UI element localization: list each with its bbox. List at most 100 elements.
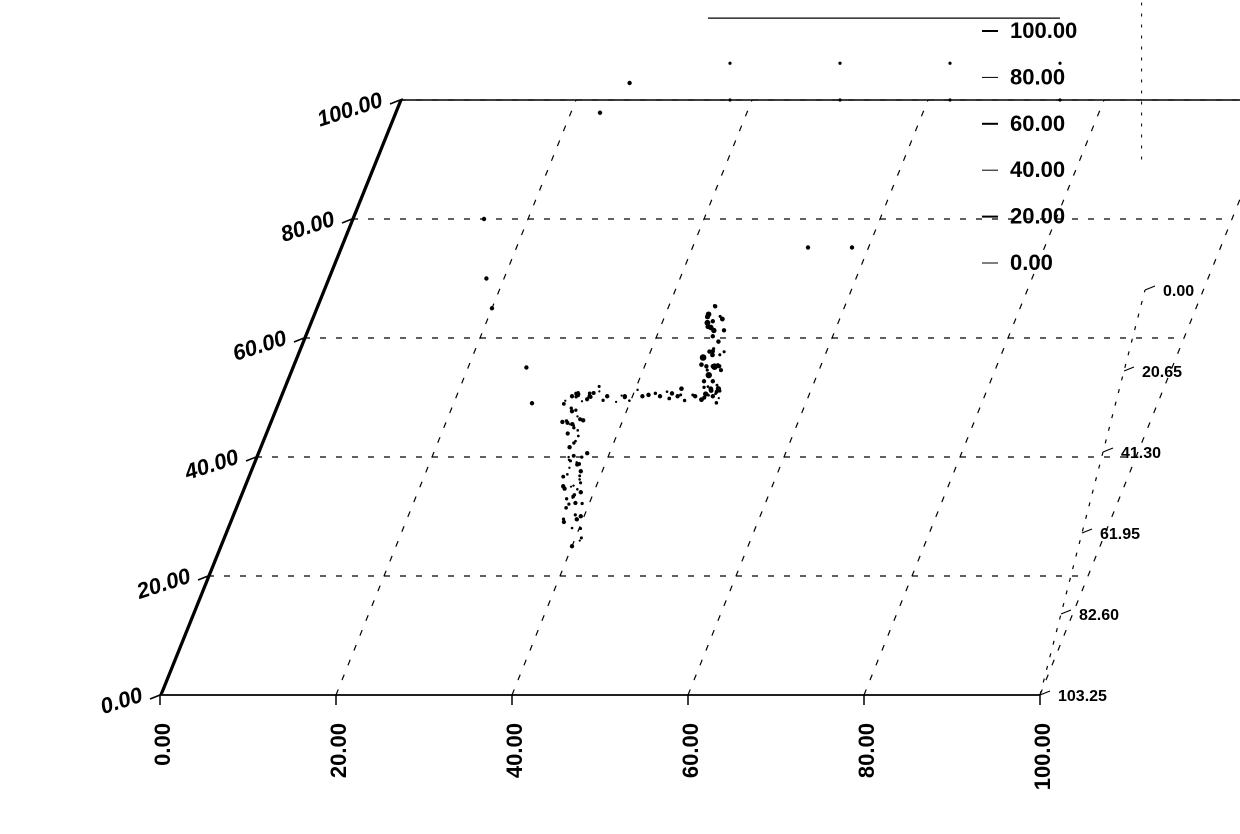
depth-tick-label: 82.60	[1079, 607, 1119, 624]
data-point	[588, 392, 592, 396]
data-point	[712, 347, 715, 350]
x-tick-label: 60.00	[678, 723, 703, 778]
axis-labels: 0.00 20.00 40.00 60.00 80.00 100.00 0.00 20.00 4…	[97, 18, 1194, 790]
x-tick: 100.00	[1030, 723, 1055, 790]
data-point	[572, 424, 575, 427]
data-point	[568, 467, 570, 469]
z-tick-label: 60.00	[1010, 111, 1065, 136]
z-tick-label: 0.00	[1010, 250, 1053, 275]
data-point	[636, 389, 638, 391]
data-point	[615, 401, 617, 403]
data-point	[592, 391, 596, 395]
data-point	[576, 488, 579, 491]
data-point	[621, 395, 623, 397]
data-point	[579, 539, 581, 541]
data-point	[728, 98, 731, 101]
data-point	[565, 419, 568, 422]
data-point	[570, 394, 574, 398]
data-point	[579, 490, 583, 494]
data-point	[564, 400, 566, 402]
data-point	[675, 394, 679, 398]
data-point	[579, 481, 582, 484]
grid-line-x	[864, 100, 1104, 695]
data-point	[702, 379, 706, 383]
y-tick: 60.00	[229, 325, 290, 366]
z-tick-label: 20.00	[1010, 204, 1065, 229]
data-point	[704, 364, 708, 368]
data-point	[699, 362, 704, 367]
data-point	[948, 98, 951, 101]
data-point	[679, 386, 684, 391]
data-point	[714, 392, 717, 395]
data-point	[574, 513, 577, 516]
y-tick: 40.00	[181, 444, 243, 485]
data-point	[581, 400, 583, 402]
data-point	[709, 388, 714, 393]
data-point	[711, 379, 715, 383]
data-point	[670, 391, 674, 395]
data-point	[719, 315, 722, 318]
data-point	[567, 456, 569, 458]
data-point	[711, 319, 715, 323]
data-point	[490, 306, 494, 310]
data-point	[574, 440, 577, 443]
x-tick-label: 20.00	[326, 723, 351, 778]
x-tick: 0.00	[150, 723, 175, 766]
data-point	[482, 217, 486, 221]
data-point	[579, 527, 582, 530]
data-point	[601, 399, 604, 402]
depth-tick-label: 41.30	[1121, 445, 1161, 462]
data-point	[573, 501, 577, 505]
data-point	[838, 98, 841, 101]
data-point	[700, 354, 707, 361]
x-tick-label: 100.00	[1030, 723, 1055, 790]
data-point	[598, 385, 601, 388]
data-point	[1058, 98, 1061, 101]
data-point	[702, 386, 705, 389]
depth-tick-mark	[1061, 610, 1071, 614]
data-point	[711, 363, 718, 370]
data-point	[580, 455, 583, 458]
y-tick-label: 20.00	[133, 563, 195, 604]
data-point	[666, 390, 669, 393]
data-point	[706, 369, 709, 372]
data-point	[571, 527, 574, 530]
z-tick-label: 80.00	[1010, 64, 1065, 89]
left-edge-line	[163, 99, 403, 694]
data-point	[484, 276, 488, 280]
data-point	[623, 396, 627, 400]
data-point	[578, 478, 581, 481]
data-point	[585, 397, 589, 401]
y-tick-mark	[150, 695, 160, 699]
data-point	[708, 394, 710, 396]
data-point	[581, 502, 584, 505]
data-point	[850, 245, 854, 249]
data-point	[577, 435, 580, 438]
data-point	[598, 390, 600, 392]
data-point	[948, 62, 951, 65]
data-point	[646, 393, 651, 398]
data-point	[683, 399, 686, 402]
data-point	[722, 328, 726, 332]
depth-tick-mark	[1103, 448, 1113, 452]
data-point	[718, 397, 720, 399]
x-tick: 40.00	[502, 723, 527, 778]
data-point	[524, 365, 528, 369]
y-tick: 20.00	[133, 563, 195, 604]
data-point	[723, 350, 726, 353]
y-tick-label: 60.00	[229, 325, 290, 366]
data-point	[576, 415, 578, 417]
data-point	[576, 429, 579, 432]
data-point	[579, 469, 583, 473]
data-point	[711, 334, 715, 338]
y-tick-label: 0.00	[97, 682, 146, 719]
z-tick-label: 100.00	[1010, 18, 1077, 43]
data-point	[572, 454, 576, 458]
data-point	[585, 451, 589, 455]
grid-line-x	[512, 100, 752, 695]
depth-tick-mark	[1145, 286, 1155, 290]
data-point	[562, 486, 566, 490]
data-point	[562, 520, 566, 524]
data-point	[570, 409, 574, 413]
grid-line-x	[1040, 100, 1240, 695]
